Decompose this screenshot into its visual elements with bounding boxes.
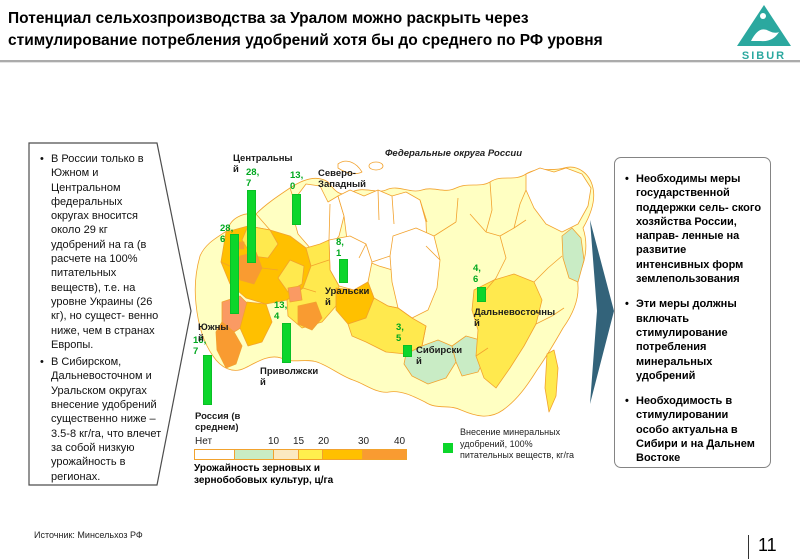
sibur-logo-icon: SIBUR — [737, 5, 791, 61]
logo-text: SIBUR — [742, 50, 786, 61]
district-label-south: Южны й — [198, 322, 229, 345]
fertilizer-bar-russia-avg — [203, 355, 212, 405]
logo-dot — [760, 13, 766, 19]
scale-tick: 30 — [358, 436, 370, 447]
bar-value-ural: 8, 1 — [336, 237, 344, 259]
district-label-fareast: Дальневосточны й — [474, 307, 556, 330]
fertilizer-bar-fareast — [477, 287, 486, 302]
scale-color-bar — [194, 449, 407, 460]
fertilizer-legend-label: Внесение минеральных удобрений, 100% пит… — [460, 427, 575, 461]
scale-tick: 20 — [318, 436, 330, 447]
left-callout: В России только в Южном и Центральном фе… — [40, 152, 162, 487]
logo-triangle — [737, 5, 791, 46]
district-label-central: Центральны й — [233, 153, 293, 176]
fertilizer-bar-central — [247, 190, 256, 263]
district-label-siberia: Сибирски й — [416, 345, 463, 368]
green-swatch-icon — [443, 443, 453, 453]
fertilizer-bar-legend: Внесение минеральных удобрений, 100% пит… — [443, 427, 593, 467]
bar-value-russia-avg: 16, 7 — [193, 335, 207, 357]
district-label-volga: Приволжски й — [260, 366, 319, 389]
fertilizer-bar-volga — [282, 323, 291, 363]
page-number: 11 — [748, 535, 777, 559]
scale-caption: Урожайность зерновых и зернобобовых куль… — [194, 463, 334, 486]
fertilizer-bar-ural — [339, 259, 348, 283]
right-panel-bullet: Необходимость в стимулировании особо акт… — [625, 394, 762, 465]
scale-tick: 15 — [293, 436, 305, 447]
right-panel: Необходимы меры государственной поддержк… — [614, 157, 771, 468]
page-title: Потенциал сельхозпроизводства за Уралом … — [8, 10, 603, 49]
bar-value-central: 28, 7 — [246, 167, 260, 189]
scale-segment-lt10 — [234, 450, 275, 459]
bar-value-fareast: 4, 6 — [473, 263, 481, 285]
chevron-right-icon — [590, 220, 614, 404]
bar-value-siberia: 3, 5 — [396, 322, 404, 344]
scale-tick: 40 — [394, 436, 406, 447]
russia-map — [194, 160, 595, 417]
scale-segment-none — [195, 450, 235, 459]
bar-value-volga: 13, 4 — [274, 300, 288, 322]
map-title: Федеральные округа России — [385, 148, 523, 159]
bar-value-south: 28, 6 — [220, 223, 234, 245]
right-panel-bullet: Необходимы меры государственной поддержк… — [625, 172, 762, 286]
scale-segment-10-15 — [274, 450, 300, 459]
left-callout-bullet: В Сибирском, Дальневосточном и Уральском… — [40, 355, 162, 484]
bar-value-northwest: 13, 0 — [290, 170, 304, 192]
scale-tick: 10 — [268, 436, 280, 447]
scale-segment-30-40 — [363, 450, 406, 459]
yield-color-scale: Нет 10 15 20 30 40 Урожайность зерновых … — [194, 436, 410, 490]
right-panel-bullet: Эти меры должны включать стимулирование … — [625, 297, 762, 383]
header-divider — [0, 60, 800, 63]
scale-segment-20-30 — [322, 450, 364, 459]
scale-no-data-label: Нет — [195, 436, 213, 447]
district-label-ural: Уральски й — [325, 286, 370, 309]
source-note: Источник: Минсельхоз РФ — [34, 530, 143, 540]
logo-swan — [751, 29, 779, 42]
district-label-northwest: Северо- Западный — [318, 168, 366, 191]
fertilizer-bar-siberia — [403, 345, 412, 357]
russia-map-panel: Федеральные округа России 28, 7 13, 0 28… — [190, 140, 602, 442]
scale-segment-15-20 — [299, 450, 323, 459]
fertilizer-bar-northwest — [292, 194, 301, 225]
district-label-russia-avg: Россия (в среднем) — [195, 411, 241, 434]
fertilizer-bar-south — [230, 234, 239, 314]
left-callout-bullet: В России только в Южном и Центральном фе… — [40, 152, 162, 352]
